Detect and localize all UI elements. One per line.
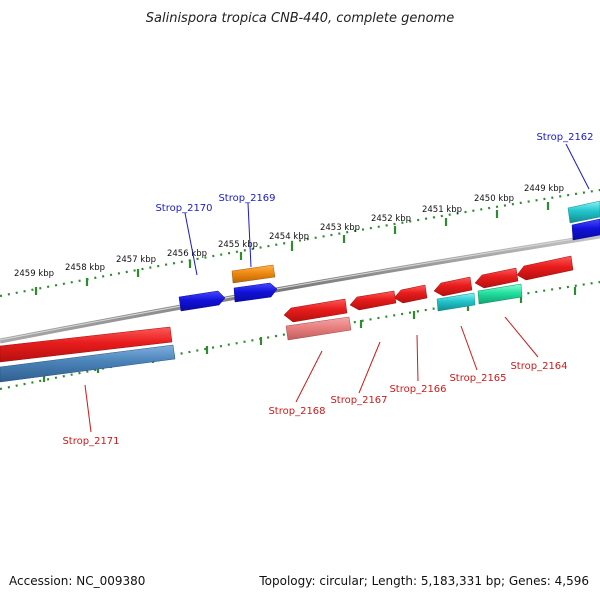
label-strop-2162[interactable]: Strop_2162 <box>536 132 593 143</box>
genome-backbone-highlight <box>0 234 600 341</box>
tick-label-2451: 2451 kbp <box>422 205 462 215</box>
leader-strop-2165 <box>460 325 478 371</box>
label-strop-2165[interactable]: Strop_2165 <box>449 373 506 384</box>
tick-label-2457: 2457 kbp <box>116 255 156 265</box>
kbp-tick-labels: 2449 kbp 2450 kbp 2451 kbp 2452 kbp 2453… <box>14 184 564 279</box>
gene-strop-2162b[interactable] <box>571 218 600 241</box>
gene-strop-2165-cyan[interactable] <box>436 292 476 312</box>
tick-label-2450: 2450 kbp <box>474 194 514 204</box>
label-strop-2164[interactable]: Strop_2164 <box>510 361 567 372</box>
leader-strop-2166 <box>416 334 419 382</box>
tick-label-2453: 2453 kbp <box>320 223 360 233</box>
label-strop-2171[interactable]: Strop_2171 <box>62 436 119 447</box>
gene-strop-2169b[interactable] <box>233 282 278 303</box>
label-strop-2166[interactable]: Strop_2166 <box>389 384 446 395</box>
gene-strop-2166[interactable] <box>393 284 428 304</box>
leader-strop-2167 <box>358 341 381 394</box>
gene-strop-2168-pink[interactable] <box>285 316 352 341</box>
leader-strop-2170 <box>184 212 198 276</box>
tick-label-2449: 2449 kbp <box>524 184 564 194</box>
leader-strop-2169 <box>247 202 252 268</box>
forward-major-ticks <box>34 202 550 295</box>
label-strop-2168[interactable]: Strop_2168 <box>268 406 325 417</box>
gene-strop-2165-green[interactable] <box>477 283 523 305</box>
gene-strop-2164[interactable] <box>516 255 574 281</box>
forward-tick-ring <box>0 188 600 298</box>
label-leaders <box>84 143 590 433</box>
label-strop-2169[interactable]: Strop_2169 <box>218 193 275 204</box>
tick-label-2455: 2455 kbp <box>218 240 258 250</box>
gene-labels: Strop_2162 Strop_2169 Strop_2170 Strop_2… <box>62 132 593 447</box>
leader-strop-2164 <box>504 316 539 358</box>
tick-label-2452: 2452 kbp <box>371 214 411 224</box>
gene-strop-2168[interactable] <box>283 298 348 323</box>
label-strop-2167[interactable]: Strop_2167 <box>330 395 387 406</box>
label-strop-2170[interactable]: Strop_2170 <box>155 203 212 214</box>
genome-backbone <box>0 233 600 344</box>
gene-strop-2162[interactable] <box>567 200 600 224</box>
gene-strop-2165-top[interactable] <box>474 267 519 289</box>
reverse-genes <box>0 255 574 383</box>
genome-summary-text: Topology: circular; Length: 5,183,331 bp… <box>259 574 589 588</box>
gene-strop-2171-steel[interactable] <box>0 344 176 383</box>
tick-label-2458: 2458 kbp <box>65 263 105 273</box>
tick-label-2456: 2456 kbp <box>167 249 207 259</box>
map-title: Salinispora tropica CNB-440, complete ge… <box>146 11 454 26</box>
gene-strop-2169[interactable] <box>231 264 276 284</box>
gene-strop-2171[interactable] <box>0 326 173 363</box>
forward-genes <box>178 200 600 312</box>
gene-strop-2170[interactable] <box>178 290 226 312</box>
leader-strop-2168 <box>295 350 323 403</box>
gene-strop-2166-top[interactable] <box>433 276 473 297</box>
leader-strop-2162 <box>565 143 590 190</box>
accession-text: Accession: NC_009380 <box>9 574 146 588</box>
tick-label-2459: 2459 kbp <box>14 269 54 279</box>
leader-strop-2171 <box>84 384 92 433</box>
tick-label-2454: 2454 kbp <box>269 232 309 242</box>
gene-strop-2167[interactable] <box>349 290 397 311</box>
